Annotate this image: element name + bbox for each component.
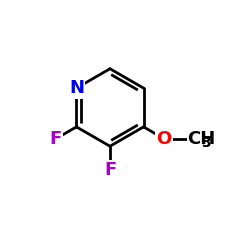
Text: F: F [50,130,62,148]
Text: N: N [69,79,84,97]
Text: F: F [104,161,116,179]
Text: 3: 3 [201,136,211,150]
Text: CH: CH [187,130,215,148]
Text: O: O [156,130,172,148]
